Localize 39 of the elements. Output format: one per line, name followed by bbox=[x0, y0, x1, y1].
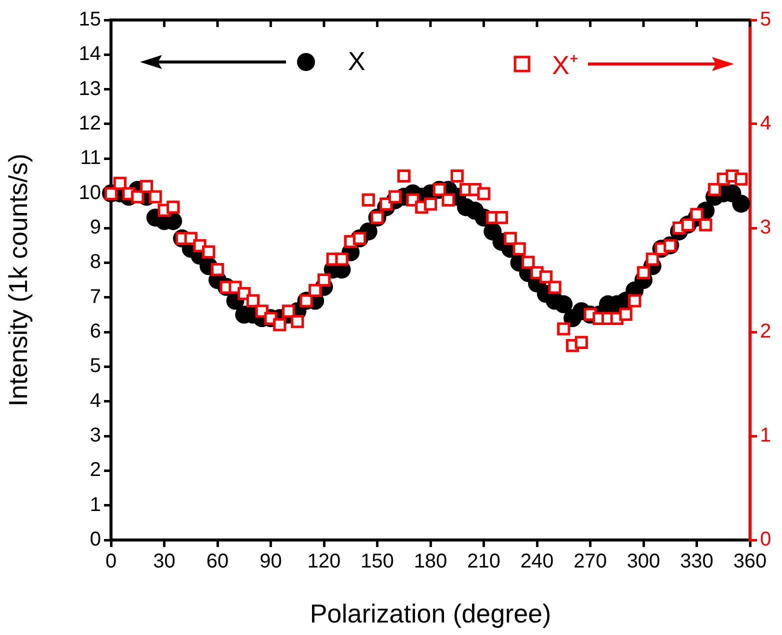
y-tick-label: 0 bbox=[90, 528, 101, 551]
x-tick-label: 90 bbox=[260, 550, 282, 573]
y2-tick-label: 0 bbox=[760, 528, 772, 551]
y-tick-label: 5 bbox=[90, 355, 101, 378]
x-tick-label: 210 bbox=[467, 550, 500, 573]
y2-tick-label: 4 bbox=[760, 112, 772, 135]
x-tick-label: 0 bbox=[105, 550, 117, 573]
y2-tick-label: 1 bbox=[760, 424, 772, 447]
x-tick-label: 330 bbox=[680, 550, 714, 573]
y-tick-label: 13 bbox=[78, 78, 101, 100]
y2-tick-label: 5 bbox=[760, 8, 772, 31]
y-tick-label: 10 bbox=[78, 182, 101, 204]
x-tick-label: 150 bbox=[360, 550, 394, 573]
x-tick-label: 120 bbox=[307, 550, 341, 573]
y-axis-title: Intensity (1k counts/s) bbox=[2, 154, 33, 406]
y-tick-label: 14 bbox=[78, 43, 101, 66]
y-tick-label: 1 bbox=[90, 494, 101, 516]
x-tick-label: 300 bbox=[626, 550, 660, 573]
legend-label: X bbox=[348, 46, 366, 77]
y-tick-label: 7 bbox=[90, 286, 101, 308]
x-tick-label: 30 bbox=[153, 550, 176, 573]
y-tick-label: 9 bbox=[90, 216, 101, 239]
x-tick-label: 60 bbox=[206, 550, 229, 573]
y2-tick-label: 2 bbox=[760, 320, 772, 343]
x-tick-label: 180 bbox=[414, 550, 448, 573]
x-axis-title: Polarization (degree) bbox=[310, 598, 552, 629]
x-tick-label: 360 bbox=[733, 550, 767, 573]
y-tick-label: 2 bbox=[90, 459, 101, 482]
legend-label: X⁺ bbox=[552, 49, 578, 82]
x-tick-label: 240 bbox=[520, 550, 554, 573]
y-tick-label: 4 bbox=[90, 390, 101, 412]
y-tick-label: 12 bbox=[78, 112, 101, 135]
y-tick-label: 15 bbox=[78, 8, 101, 31]
y-tick-label: 3 bbox=[90, 424, 101, 447]
y2-tick-label: 3 bbox=[760, 216, 772, 239]
y-tick-label: 8 bbox=[90, 251, 101, 274]
x-tick-label: 270 bbox=[574, 550, 607, 573]
y-tick-label: 6 bbox=[90, 320, 101, 343]
y-tick-label: 11 bbox=[80, 147, 101, 170]
